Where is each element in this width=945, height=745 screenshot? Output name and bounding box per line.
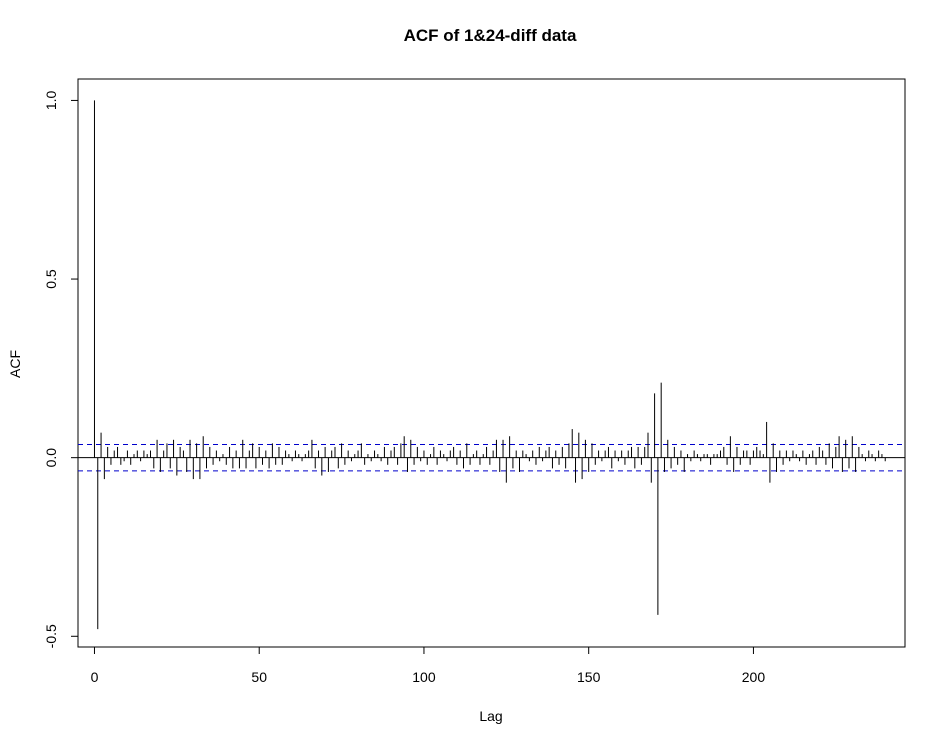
x-tick-label: 150 xyxy=(577,669,601,685)
x-tick-label: 50 xyxy=(251,669,267,685)
x-axis: 0 50 100 150 200 xyxy=(91,646,766,685)
y-axis-label: ACF xyxy=(7,350,23,378)
y-tick-label: 0.0 xyxy=(43,448,59,468)
y-tick-label: 0.5 xyxy=(43,269,59,289)
y-tick-label: 1.0 xyxy=(43,90,59,110)
chart-title: ACF of 1&24-diff data xyxy=(404,26,577,45)
y-axis: -0.5 0.0 0.5 1.0 xyxy=(43,90,79,648)
plot-frame xyxy=(77,78,906,648)
x-tick-label: 100 xyxy=(412,669,436,685)
x-tick-label: 200 xyxy=(742,669,766,685)
y-tick-label: -0.5 xyxy=(43,624,59,648)
acf-bars xyxy=(93,100,886,630)
x-tick-label: 0 xyxy=(91,669,99,685)
x-axis-label: Lag xyxy=(479,708,502,724)
